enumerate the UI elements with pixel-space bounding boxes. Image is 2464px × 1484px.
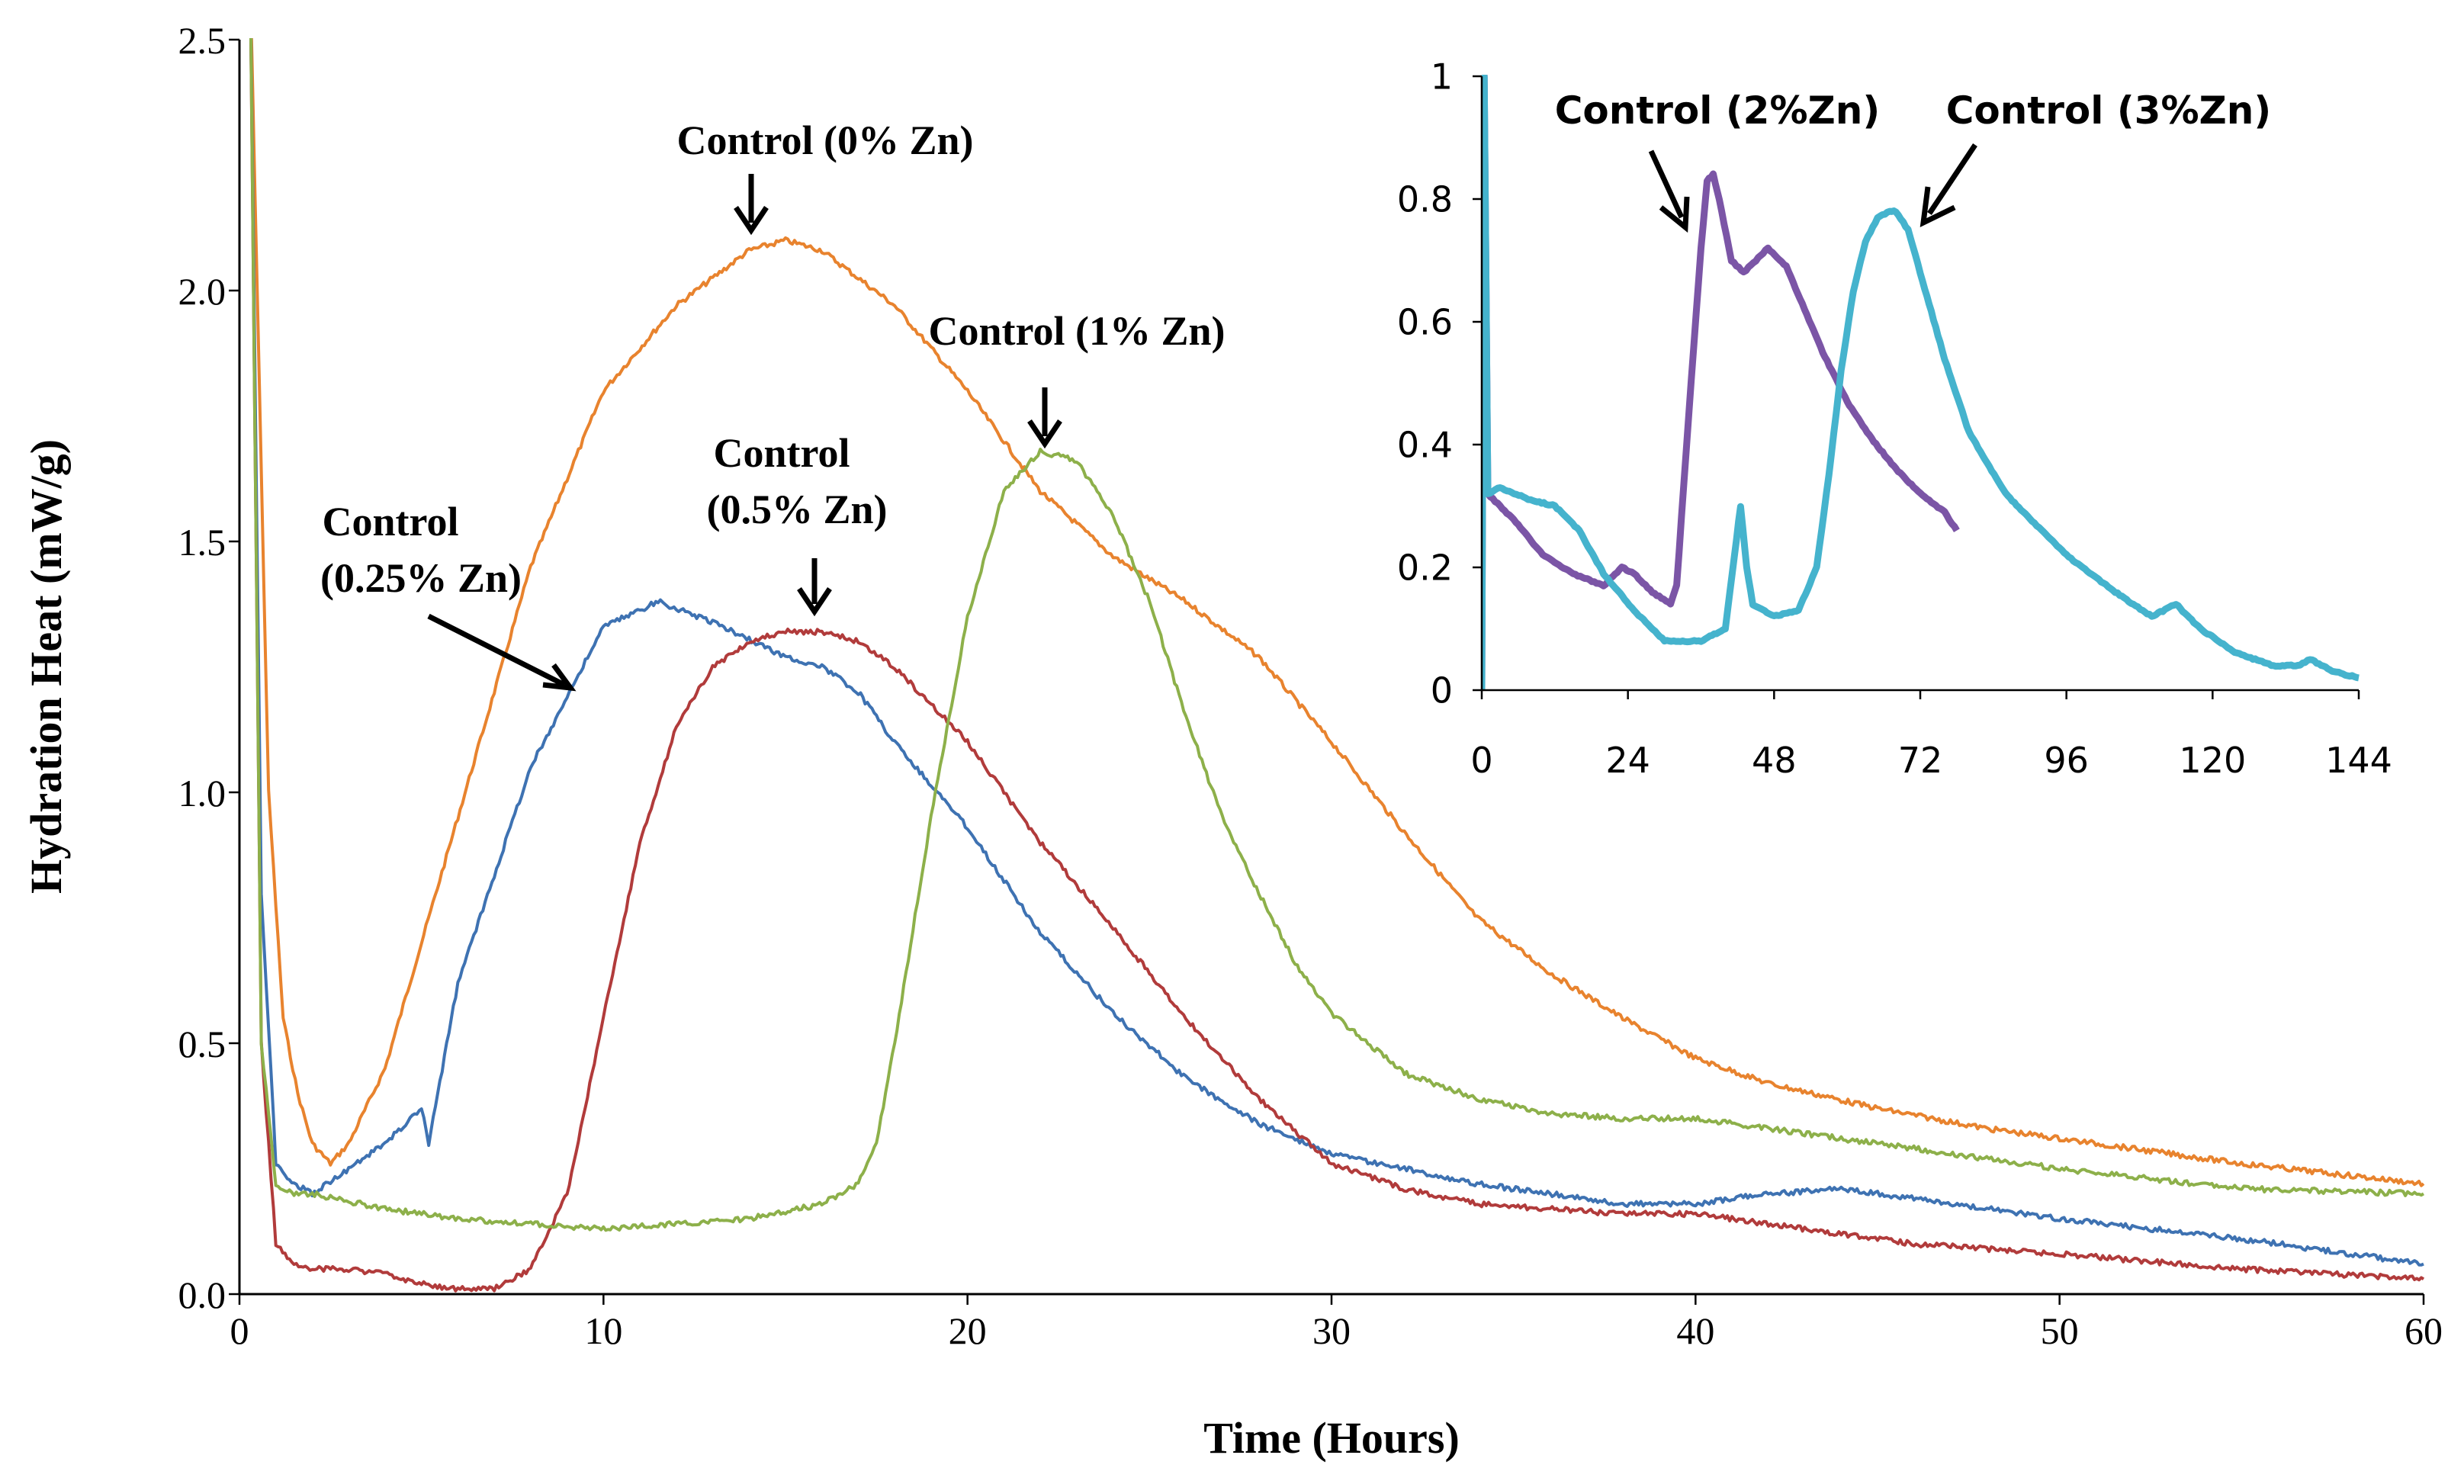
annotation-0pct: Control (0% Zn) — [676, 117, 974, 236]
inset-series-control-2-zn — [1482, 75, 1960, 690]
main-y-tick-label: 2.5 — [178, 19, 226, 62]
annotation-1pct-label: Control (1% Zn) — [928, 308, 1225, 354]
main-series-control-1-zn — [249, 38, 2424, 1232]
inset-x-ticks: 0 24 48 72 96 120 144 — [1470, 690, 2392, 781]
main-x-tick-label: 60 — [2405, 1309, 2443, 1352]
annotation-2pct-label: Control (2%Zn) — [1555, 88, 1881, 133]
annotation-025pct: Control (0.25% Zn) — [320, 499, 577, 692]
main-y-tick-label: 2.0 — [178, 270, 226, 313]
annotation-3pct-label: Control (3%Zn) — [1946, 88, 2272, 133]
annotation-025pct-arrow — [427, 613, 577, 692]
main-y-ticks: 0.0 0.5 1.0 1.5 2.0 2.5 — [178, 19, 239, 1316]
inset-x-tick-label: 120 — [2179, 740, 2246, 781]
main-y-tick-label: 1.0 — [178, 772, 226, 814]
main-x-tick-label: 20 — [949, 1309, 987, 1352]
inset-y-tick-label: 0 — [1431, 670, 1453, 711]
annotation-3pct: Control (3%Zn) — [1919, 88, 2272, 227]
annotation-05pct: Control (0.5% Zn) — [706, 430, 888, 617]
annotation-025pct-label-line2: (0.25% Zn) — [320, 555, 522, 601]
inset-x-tick-label: 48 — [1752, 740, 1797, 781]
main-x-ticks: 0 10 20 30 40 50 60 — [230, 1294, 2443, 1352]
main-x-tick-label: 40 — [1676, 1309, 1714, 1352]
main-x-tick-label: 10 — [584, 1309, 622, 1352]
inset-x-tick-label: 0 — [1470, 740, 1492, 781]
annotation-2pct: Control (2%Zn) — [1555, 88, 1881, 233]
main-series-control-0-5-zn — [249, 38, 2425, 1293]
annotation-05pct-label-line2: (0.5% Zn) — [706, 487, 887, 532]
inset-y-tick-label: 1 — [1431, 56, 1453, 98]
inset-x-tick-label: 144 — [2325, 740, 2392, 781]
annotation-025pct-label-line1: Control — [322, 499, 458, 544]
inset-y-ticks: 0 0.2 0.4 0.6 0.8 1 — [1397, 56, 1482, 711]
inset-plot-lines — [1482, 75, 2360, 691]
inset-y-tick-label: 0.2 — [1397, 548, 1453, 589]
inset-chart: 0 0.2 0.4 0.6 0.8 1 0 24 48 72 96 120 144 Control (… — [1397, 56, 2392, 781]
main-y-tick-label: 0.0 — [178, 1274, 226, 1316]
main-x-tick-label: 0 — [230, 1309, 249, 1352]
main-x-tick-label: 50 — [2041, 1309, 2079, 1352]
annotation-05pct-arrow — [797, 558, 832, 617]
main-y-tick-label: 0.5 — [178, 1023, 226, 1065]
main-y-tick-label: 1.5 — [178, 521, 226, 564]
inset-y-tick-label: 0.6 — [1397, 302, 1453, 343]
annotation-1pct: Control (1% Zn) — [928, 308, 1226, 449]
main-plot-lines — [249, 38, 2425, 1293]
inset-x-tick-label: 24 — [1605, 740, 1650, 781]
main-x-tick-label: 30 — [1312, 1309, 1351, 1352]
annotation-0pct-arrow — [734, 174, 769, 236]
inset-x-tick-label: 96 — [2044, 740, 2089, 781]
main-series-control-0-25-zn — [249, 38, 2424, 1267]
main-series-control-0-zn — [249, 38, 2425, 1187]
main-y-axis-title: Hydration Heat (mW/g) — [21, 439, 71, 894]
annotation-0pct-label: Control (0% Zn) — [676, 117, 973, 163]
annotation-3pct-arrow — [1919, 143, 1977, 227]
main-x-axis-title: Time (Hours) — [1203, 1413, 1460, 1463]
inset-series-control-3-zn — [1482, 75, 2360, 691]
inset-x-tick-label: 72 — [1898, 740, 1943, 781]
main-chart: 0.00.51.01.52.02.5 0 10 20 30 40 50 60 Time (H… — [21, 19, 2443, 1463]
inset-y-tick-label: 0.8 — [1397, 179, 1453, 220]
annotation-1pct-arrow — [1027, 387, 1062, 449]
annotation-2pct-arrow — [1648, 149, 1690, 233]
annotation-05pct-label-line1: Control — [713, 430, 850, 476]
inset-y-tick-label: 0.4 — [1397, 425, 1453, 466]
